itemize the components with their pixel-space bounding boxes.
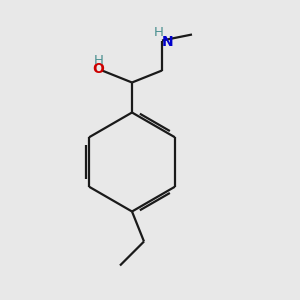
Text: N: N (162, 35, 173, 49)
Text: H: H (94, 54, 103, 68)
Text: H: H (154, 26, 164, 40)
Text: O: O (92, 62, 104, 76)
